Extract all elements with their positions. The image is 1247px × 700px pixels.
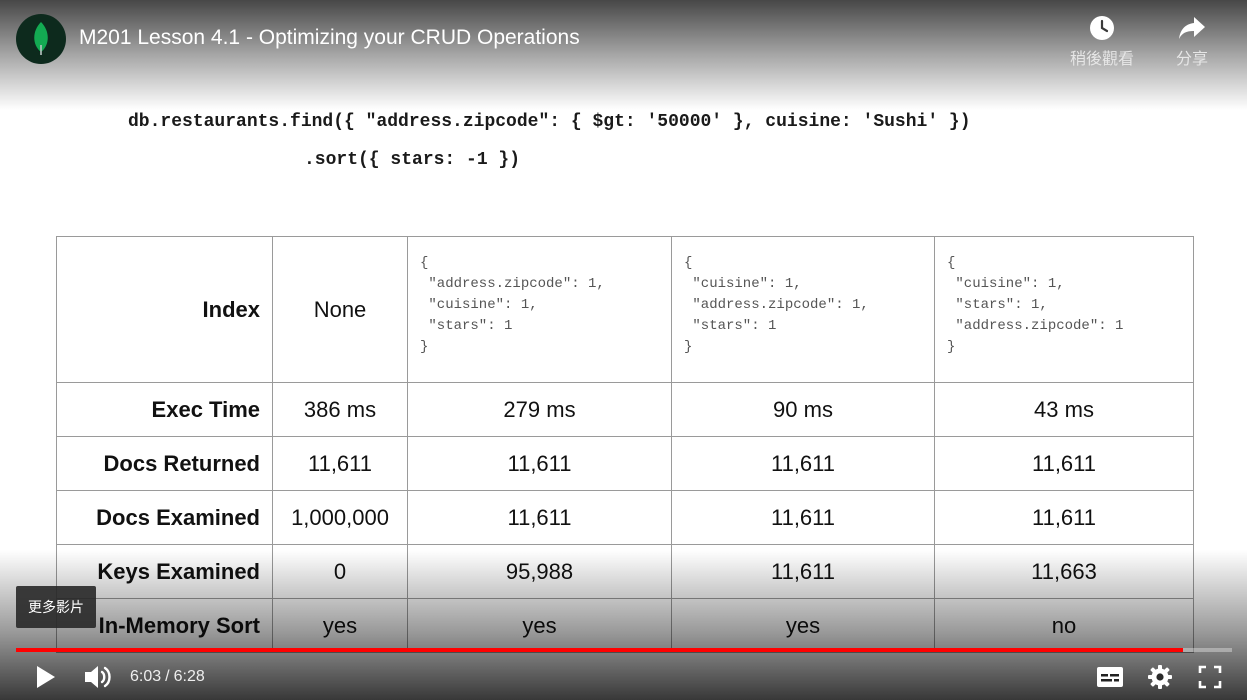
more-videos-tooltip[interactable]: 更多影片: [16, 586, 96, 628]
header-index-label: Index: [56, 236, 273, 383]
share-label: 分享: [1175, 51, 1208, 68]
header-index-option: { "cuisine": 1, "address.zipcode": 1, "s…: [671, 236, 935, 383]
table-cell: no: [934, 598, 1194, 653]
header-index-option: { "address.zipcode": 1, "cuisine": 1, "s…: [407, 236, 672, 383]
table-cell: 95,988: [407, 544, 672, 599]
index-comparison-table: Index None { "address.zipcode": 1, "cuis…: [56, 236, 1194, 653]
table-row: Exec Time 386 ms 279 ms 90 ms 43 ms: [56, 382, 1194, 437]
watch-later-button[interactable]: 稍後觀看: [1060, 14, 1144, 69]
fullscreen-button[interactable]: [1194, 660, 1226, 694]
subtitles-button[interactable]: [1094, 662, 1126, 692]
progress-bar[interactable]: [16, 648, 1232, 652]
table-cell: yes: [407, 598, 672, 653]
mongodb-leaf-icon: [34, 22, 48, 55]
share-button[interactable]: 分享: [1150, 14, 1234, 69]
row-label: Docs Returned: [56, 436, 273, 491]
gear-icon: [1148, 665, 1172, 689]
volume-icon: [85, 666, 111, 688]
play-button[interactable]: [28, 660, 62, 694]
table-row: Keys Examined 0 95,988 11,611 11,663: [56, 544, 1194, 599]
duration: 6:28: [173, 668, 205, 685]
table-cell: 11,611: [671, 544, 935, 599]
header-index-option: { "cuisine": 1, "stars": 1, "address.zip…: [934, 236, 1194, 383]
settings-button[interactable]: [1144, 660, 1176, 694]
table-cell: 279 ms: [407, 382, 672, 437]
progress-played: [16, 648, 1184, 652]
code-line-find: db.restaurants.find({ "address.zipcode":…: [128, 112, 971, 132]
table-header-row: Index None { "address.zipcode": 1, "cuis…: [56, 236, 1194, 383]
table-cell: 11,611: [407, 436, 672, 491]
table-cell: 11,611: [407, 490, 672, 545]
table-cell: 11,611: [671, 436, 935, 491]
row-label: Docs Examined: [56, 490, 273, 545]
table-cell: yes: [671, 598, 935, 653]
table-row: Docs Returned 11,611 11,611 11,611 11,61…: [56, 436, 1194, 491]
table-cell: yes: [272, 598, 408, 653]
table-cell: 386 ms: [272, 382, 408, 437]
play-icon: [37, 666, 55, 688]
table-cell: 11,611: [671, 490, 935, 545]
table-cell: 90 ms: [671, 382, 935, 437]
table-cell: 1,000,000: [272, 490, 408, 545]
current-time: 6:03: [130, 668, 162, 685]
row-label: Exec Time: [56, 382, 273, 437]
table-cell: 0: [272, 544, 408, 599]
share-arrow-icon: [1179, 17, 1205, 39]
table-cell: 43 ms: [934, 382, 1194, 437]
subtitles-icon: [1097, 667, 1123, 687]
video-title[interactable]: M201 Lesson 4.1 - Optimizing your CRUD O…: [79, 26, 580, 49]
table-row: In-Memory Sort yes yes yes no: [56, 598, 1194, 653]
table-cell: 11,611: [934, 436, 1194, 491]
time-separator: /: [165, 668, 170, 685]
header-none: None: [272, 236, 408, 383]
channel-avatar[interactable]: [16, 14, 66, 64]
time-display: 6:03/6:28: [130, 668, 205, 686]
fullscreen-icon: [1198, 665, 1222, 689]
table-cell: 11,663: [934, 544, 1194, 599]
clock-icon: [1090, 16, 1114, 40]
table-cell: 11,611: [272, 436, 408, 491]
code-line-sort: .sort({ stars: -1 }): [304, 150, 521, 170]
table-row: Docs Examined 1,000,000 11,611 11,611 11…: [56, 490, 1194, 545]
volume-button[interactable]: [80, 660, 116, 694]
watch-later-label: 稍後觀看: [1069, 51, 1134, 68]
table-cell: 11,611: [934, 490, 1194, 545]
